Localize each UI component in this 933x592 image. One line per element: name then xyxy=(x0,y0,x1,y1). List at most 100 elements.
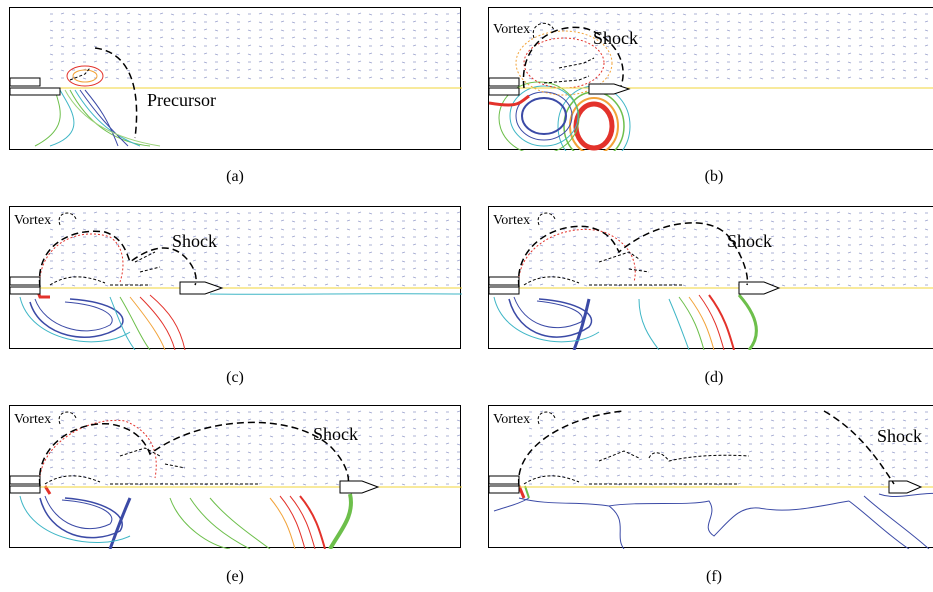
velocity-vector xyxy=(203,61,208,64)
velocity-vector xyxy=(693,475,698,478)
velocity-vector xyxy=(594,53,599,56)
velocity-vector xyxy=(269,284,274,287)
velocity-vector xyxy=(302,37,307,40)
velocity-vector xyxy=(847,212,852,215)
flow-arrow-a xyxy=(69,67,91,81)
velocity-vector xyxy=(891,243,896,246)
velocity-vector xyxy=(825,427,830,430)
velocity-vector xyxy=(550,284,555,287)
velocity-vector xyxy=(594,68,599,71)
velocity-vector xyxy=(605,259,610,262)
velocity-vector xyxy=(456,482,461,485)
velocity-vector xyxy=(291,12,296,15)
velocity-vector xyxy=(456,467,461,470)
velocity-vector xyxy=(291,419,296,422)
velocity-vector xyxy=(528,427,533,430)
velocity-vector xyxy=(682,474,687,477)
velocity-vector xyxy=(236,37,241,40)
velocity-vector xyxy=(638,268,643,271)
velocity-vector xyxy=(203,459,208,462)
velocity-vector xyxy=(715,212,720,215)
velocity-vector xyxy=(324,69,329,72)
velocity-vector xyxy=(269,52,274,55)
velocity-vector xyxy=(258,244,263,247)
velocity-vector xyxy=(858,442,863,445)
velocity-vector xyxy=(638,458,643,461)
velocity-vector xyxy=(814,284,819,287)
velocity-vector xyxy=(368,28,373,31)
velocity-vector xyxy=(115,44,120,47)
velocity-vector xyxy=(880,284,885,287)
velocity-vector xyxy=(280,219,285,222)
velocity-vector xyxy=(583,450,588,453)
velocity-vector xyxy=(225,419,230,422)
velocity-vector xyxy=(71,483,76,486)
velocity-vector xyxy=(236,260,241,263)
velocity-vector xyxy=(660,243,665,246)
velocity-vector xyxy=(104,28,109,31)
velocity-vector xyxy=(616,227,621,230)
label-vortex: Vortex xyxy=(14,213,52,228)
velocity-vector xyxy=(880,426,885,429)
velocity-vector xyxy=(924,475,929,478)
velocity-vector xyxy=(104,459,109,462)
velocity-vector xyxy=(891,53,896,56)
velocity-vector xyxy=(704,259,709,262)
velocity-vector xyxy=(682,52,687,55)
velocity-vector xyxy=(346,29,351,32)
velocity-vector xyxy=(781,236,786,239)
velocity-vector xyxy=(291,482,296,485)
velocity-vector xyxy=(781,28,786,31)
hot-region-b xyxy=(515,30,613,96)
velocity-vector xyxy=(390,458,395,461)
velocity-vector xyxy=(291,235,296,238)
velocity-vector xyxy=(781,450,786,453)
velocity-vector xyxy=(836,211,841,214)
velocity-vector xyxy=(869,69,874,72)
velocity-vector xyxy=(638,12,643,15)
velocity-vector xyxy=(792,276,797,279)
velocity-vector xyxy=(434,483,439,486)
velocity-vector xyxy=(847,227,852,230)
velocity-vector xyxy=(726,451,731,454)
velocity-vector xyxy=(445,44,450,47)
velocity-vector xyxy=(203,227,208,230)
velocity-vector xyxy=(104,284,109,287)
velocity-vector xyxy=(269,76,274,79)
velocity-vector xyxy=(638,36,643,39)
velocity-vector xyxy=(423,45,428,48)
velocity-vector xyxy=(605,410,610,413)
velocity-vector xyxy=(693,451,698,454)
velocity-vector xyxy=(412,451,417,454)
velocity-vector xyxy=(616,212,621,215)
velocity-vector xyxy=(880,28,885,31)
velocity-vector xyxy=(93,220,98,223)
velocity-vector xyxy=(434,13,439,16)
flow-field-a xyxy=(10,12,462,147)
velocity-vector xyxy=(357,235,362,238)
velocity-vector xyxy=(792,442,797,445)
velocity-vector xyxy=(847,483,852,486)
velocity-vector xyxy=(616,37,621,40)
velocity-vector xyxy=(379,77,384,80)
velocity-vector xyxy=(583,284,588,287)
label-vortex: Vortex xyxy=(493,213,531,228)
velocity-vector xyxy=(324,443,329,446)
velocity-vector xyxy=(583,52,588,55)
velocity-vector xyxy=(137,284,142,287)
velocity-vector xyxy=(236,450,241,453)
velocity-vector xyxy=(594,418,599,421)
velocity-vector xyxy=(594,276,599,279)
velocity-vector xyxy=(627,53,632,56)
velocity-vector xyxy=(434,76,439,79)
velocity-vector xyxy=(715,426,720,429)
velocity-vector xyxy=(836,283,841,286)
velocity-vector xyxy=(247,475,252,478)
velocity-vector xyxy=(159,60,164,63)
velocity-vector xyxy=(726,29,731,32)
velocity-vector xyxy=(126,211,131,214)
velocity-vector xyxy=(247,442,252,445)
velocity-vector xyxy=(357,21,362,24)
velocity-vector xyxy=(748,435,753,438)
velocity-vector xyxy=(539,467,544,470)
